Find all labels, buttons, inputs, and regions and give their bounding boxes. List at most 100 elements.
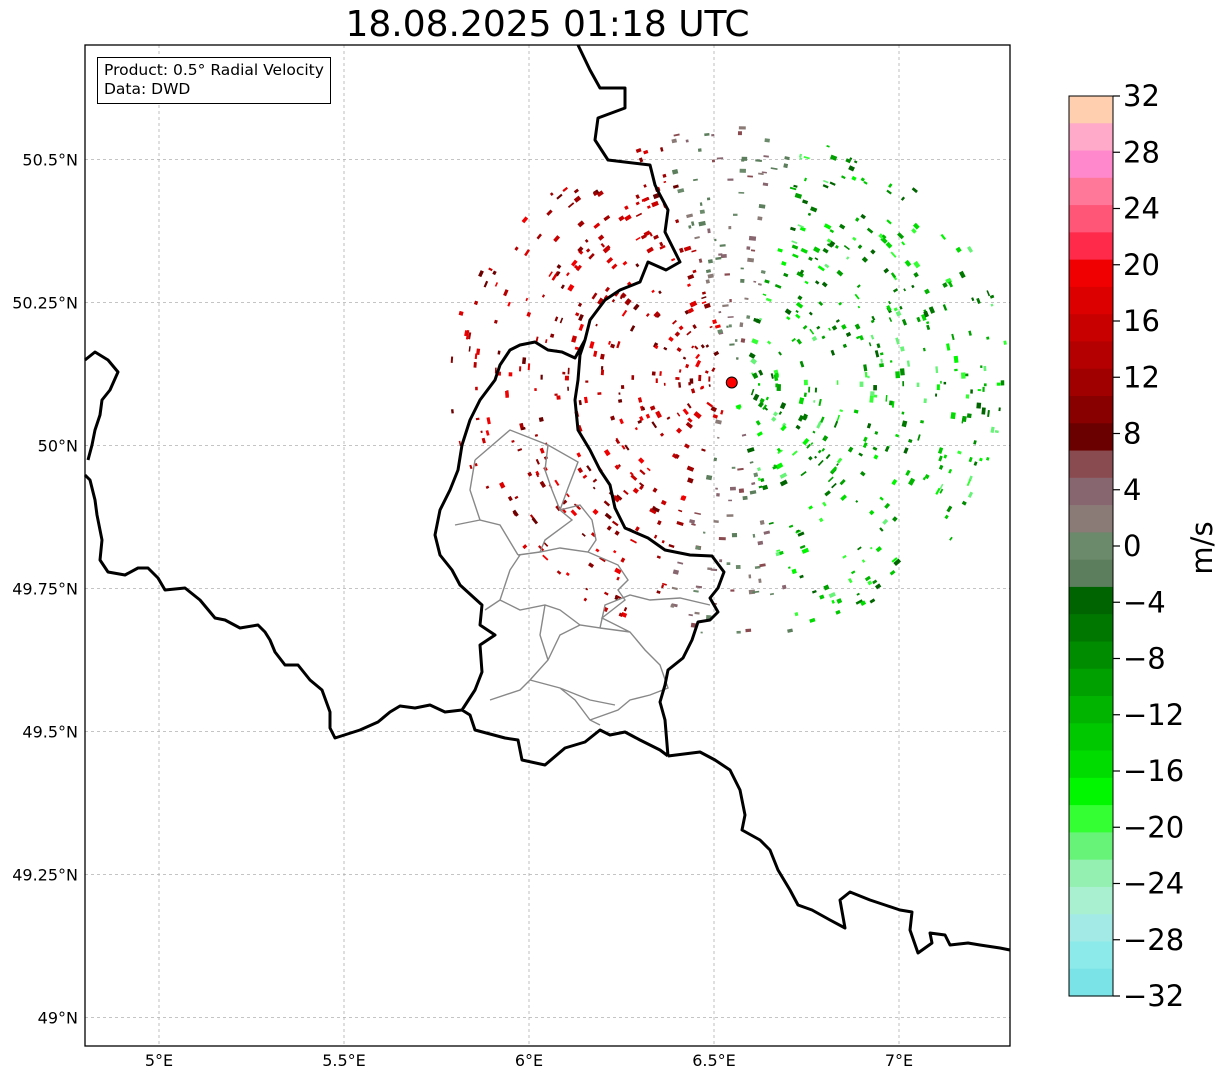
colorbar-segment (1069, 450, 1113, 479)
echo-cell (663, 346, 668, 351)
lon-tick-label: 6.5°E (692, 1051, 736, 1070)
echo-cell (508, 372, 513, 377)
echo-cell (961, 417, 964, 424)
colorbar-segment (1069, 205, 1113, 233)
echo-cell (821, 335, 826, 340)
echo-cell (492, 270, 497, 276)
colorbar-segment (1069, 396, 1113, 424)
echo-cell (822, 184, 829, 189)
echo-cell (777, 248, 783, 253)
echo-cell (857, 546, 862, 551)
country-borders (83, 44, 1011, 955)
echo-cell (705, 279, 710, 284)
echo-cell (629, 325, 636, 332)
echo-cell (911, 228, 917, 234)
echo-cell (535, 473, 540, 478)
echo-cell (483, 280, 489, 288)
echo-cell (739, 322, 744, 328)
echo-cell (784, 156, 790, 161)
echo-cell (899, 346, 905, 352)
echo-cell (791, 240, 798, 244)
colorbar-segment (1069, 968, 1113, 997)
echo-cell (793, 184, 798, 188)
echo-cell (740, 338, 746, 343)
echo-cell (750, 357, 758, 365)
echo-cell (802, 437, 810, 446)
echo-cell (560, 284, 565, 290)
echo-cell (799, 269, 805, 275)
echo-cell (961, 372, 966, 379)
echo-cell (791, 337, 796, 343)
echo-cell (639, 469, 646, 476)
echo-cell (611, 520, 619, 527)
echo-cell (883, 267, 890, 274)
echo-cell (526, 311, 532, 317)
echo-cell (486, 417, 491, 425)
colorbar-tick-label: −12 (1123, 698, 1184, 732)
echo-cell (711, 159, 716, 163)
echo-cell (611, 263, 618, 270)
echo-cell (788, 524, 794, 529)
echo-cell (891, 401, 895, 408)
echo-cell (888, 317, 893, 323)
echo-cell (688, 613, 693, 617)
colorbar-segment (1069, 859, 1113, 888)
echo-cell (764, 138, 770, 143)
echo-cell (795, 529, 802, 534)
echo-cell (585, 587, 589, 591)
echo-cell (556, 193, 563, 200)
echo-cell (554, 393, 558, 396)
echo-cell (891, 557, 898, 563)
echo-cell (645, 413, 651, 419)
echo-cell (917, 434, 921, 441)
echo-cell (799, 544, 806, 550)
echo-cell (534, 388, 537, 391)
echo-cell (603, 500, 611, 507)
lon-tick-label: 7°E (885, 1051, 913, 1070)
echo-cell (943, 454, 948, 459)
echo-cell (895, 433, 900, 438)
echo-cell (660, 499, 667, 506)
echo-cell (670, 604, 675, 608)
echo-cell (655, 378, 658, 383)
echo-cell (624, 214, 632, 222)
echo-cell (632, 487, 639, 494)
echo-cell (554, 316, 559, 322)
echo-cell (660, 147, 664, 152)
echo-cell (818, 301, 824, 306)
echo-cell (738, 126, 746, 130)
echo-cell (651, 421, 658, 429)
echo-cell (717, 436, 720, 439)
echo-cell (867, 375, 870, 379)
echo-cell (888, 400, 893, 406)
echo-cell (719, 244, 726, 247)
echo-cell (752, 393, 760, 401)
echo-cell (838, 301, 843, 306)
echo-cell (861, 256, 869, 263)
echo-cell (830, 466, 838, 473)
echo-cell (555, 271, 561, 277)
echo-cell (921, 313, 927, 321)
echo-cell (798, 397, 805, 405)
colorbar-segment (1069, 123, 1113, 152)
echo-cell (899, 368, 905, 376)
echo-cell (519, 366, 522, 372)
echo-cell (676, 520, 684, 526)
echo-cell (697, 148, 702, 152)
echo-cell (913, 272, 919, 278)
echo-cell (776, 549, 781, 552)
echo-cell (916, 316, 921, 323)
echo-cell (758, 485, 763, 489)
echo-cell (808, 256, 813, 262)
echo-cell (873, 454, 879, 460)
echo-cell (701, 301, 707, 305)
echo-cell (903, 288, 907, 292)
echo-cell (685, 139, 689, 143)
echo-cell (718, 311, 722, 314)
echo-cell (683, 443, 690, 449)
echo-cell (863, 180, 868, 185)
echo-cell (592, 478, 598, 483)
echo-cell (614, 594, 622, 600)
echo-cell (794, 192, 803, 199)
colorbar-segment (1069, 941, 1113, 970)
